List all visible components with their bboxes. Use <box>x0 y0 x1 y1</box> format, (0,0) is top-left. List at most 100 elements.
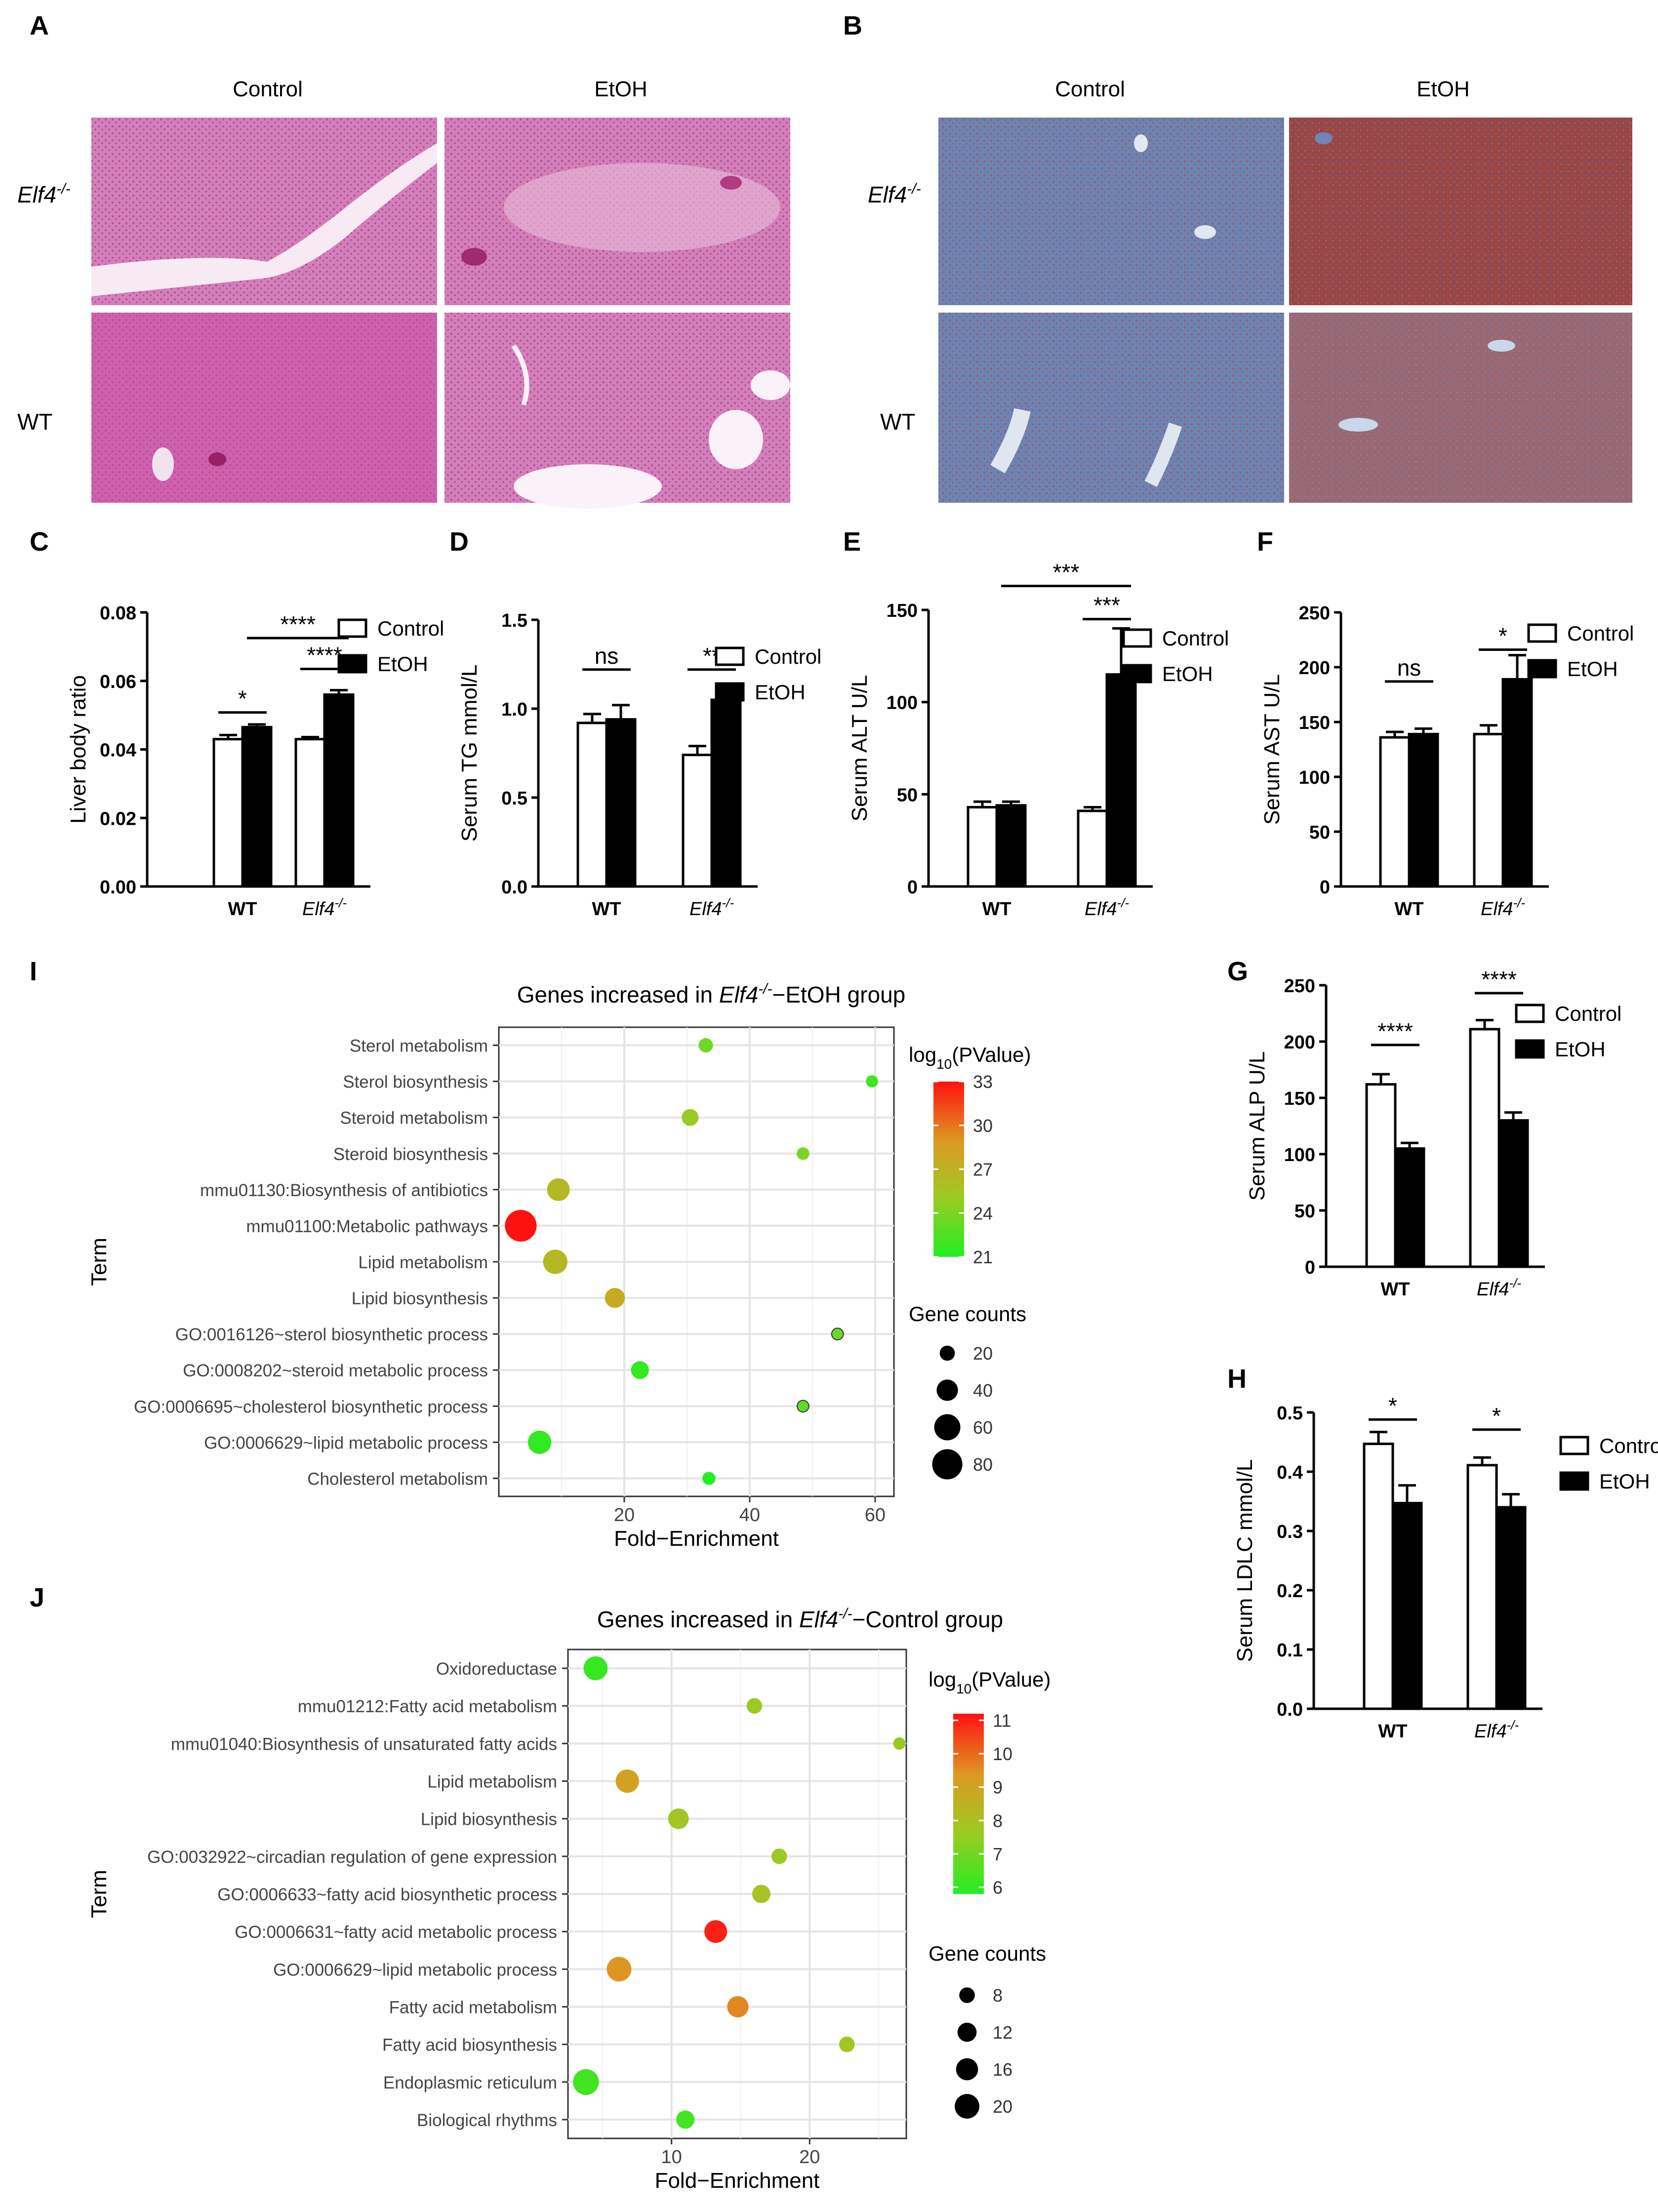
y-axis-title-f: Serum AST U/L <box>1260 674 1284 825</box>
bar-chart-g: 0 50 100 150 200 250 Serum ALP U/L WT Elf4-/- ***… <box>1245 966 1621 1300</box>
y-tick-label-c: 0.04 <box>100 740 136 761</box>
category-label: WT <box>1394 899 1423 920</box>
x-tick-label-h: Elf4-/- <box>1474 1718 1519 1742</box>
title-post: −Control group <box>852 1607 1004 1632</box>
dot-i-12 <box>702 1472 716 1485</box>
colorbar-tick-label-j: 10 <box>993 1744 1012 1764</box>
panel-label-d: D <box>449 527 469 557</box>
colorbar-title-j: log10(PValue) <box>929 1668 1051 1696</box>
y-tick-label-d: 1.0 <box>501 699 527 720</box>
dot-plot-j: 10 20 Oxidoreductase mmu01212:Fatty acid me… <box>87 1606 1051 2193</box>
significance-label-e: *** <box>1053 559 1080 585</box>
bar-e-control-1 <box>1077 809 1108 888</box>
category-label: WT <box>1378 1721 1407 1742</box>
dot-j-10 <box>839 2036 855 2052</box>
size-legend-label-i: 80 <box>973 1454 993 1475</box>
legend-swatch-etoh-f <box>1527 659 1557 679</box>
bar-c-etoh-1 <box>323 693 355 888</box>
colorbar-title-log: log <box>909 1043 936 1066</box>
term-label-j: GO:0006633~fatty acid biosynthetic proce… <box>217 1885 557 1904</box>
legend-label-control-f: Control <box>1567 622 1634 645</box>
x-tick-label-c: WT <box>228 899 257 920</box>
title-post: −EtOH group <box>772 982 905 1007</box>
x-tick-label-f: WT <box>1394 899 1423 920</box>
category-label: WT <box>1380 1279 1410 1300</box>
legend-label-etoh-d: EtOH <box>755 681 806 704</box>
dot-j-3 <box>615 1769 639 1793</box>
chart-title-j: Genes increased in Elf4-/-−Control group <box>597 1606 1003 1632</box>
histology-b-elf4-etoh <box>1289 118 1632 305</box>
x-tick-label-j: 10 <box>661 2147 682 2168</box>
category-sup: -/- <box>1513 895 1525 910</box>
colorbar-tick-label-j: 9 <box>993 1777 1003 1798</box>
y-tick-label-g: 150 <box>1284 1088 1315 1109</box>
term-label-i: mmu01100:Metabolic pathways <box>246 1217 488 1236</box>
dot-i-10 <box>797 1400 809 1413</box>
bar-g-control-1 <box>1469 1028 1500 1268</box>
y-tick-label-f: 0 <box>1320 877 1330 898</box>
legend-label-etoh-g: EtOH <box>1555 1038 1606 1061</box>
term-label-i: GO:0006629~lipid metabolic process <box>204 1433 488 1452</box>
bar-c-etoh-0 <box>241 725 273 888</box>
y-tick-label-d: 0.0 <box>501 877 527 898</box>
x-axis-title-j: Fold−Enrichment <box>655 2169 820 2193</box>
panel-label-e: E <box>843 527 861 557</box>
dot-i-8 <box>831 1327 844 1341</box>
legend-label-etoh-f: EtOH <box>1567 657 1618 681</box>
y-tick-label-f: 50 <box>1309 822 1330 843</box>
x-tick-label-i: 40 <box>739 1505 760 1526</box>
panel-label-j: J <box>30 1583 44 1612</box>
size-legend-title-i: Gene counts <box>909 1302 1026 1326</box>
panel-a-row-elf4: Elf4-/- <box>17 181 71 207</box>
histology-b-wt-etoh <box>1289 313 1632 503</box>
term-label-i: mmu01130:Biosynthesis of antibiotics <box>200 1181 488 1200</box>
significance-label-c: **** <box>280 611 316 637</box>
bar-h-etoh-1 <box>1495 1506 1527 1710</box>
size-legend-dot-i <box>939 1345 955 1361</box>
panel-label-c: C <box>30 527 49 557</box>
histology-a-wt-etoh <box>445 313 790 509</box>
term-label-j: Endoplasmic reticulum <box>383 2073 557 2092</box>
legend-label-etoh-h: EtOH <box>1599 1470 1650 1493</box>
y-tick-label-h: 0.1 <box>1277 1640 1303 1661</box>
size-legend-dot-j <box>959 1987 975 2003</box>
size-legend-label-i: 20 <box>973 1343 993 1364</box>
size-legend-dot-i <box>934 1414 961 1441</box>
histology-b-wt-control <box>938 313 1284 503</box>
x-tick-label-d: WT <box>592 899 621 920</box>
term-label-j: GO:0032922~circadian regulation of gene … <box>147 1848 557 1867</box>
term-label-i: GO:0016126~sterol biosynthetic process <box>175 1325 488 1344</box>
bar-e-control-0 <box>967 805 998 888</box>
term-label-j: Fatty acid metabolism <box>389 1998 557 2017</box>
legend-label-control-d: Control <box>755 645 821 668</box>
dot-i-7 <box>605 1287 625 1308</box>
dot-j-11 <box>573 2069 599 2095</box>
legend-label-control-g: Control <box>1555 1002 1621 1025</box>
legend-label-control-h: Control <box>1599 1434 1658 1457</box>
y-tick-label-g: 0 <box>1305 1257 1315 1278</box>
dot-j-0 <box>583 1656 608 1681</box>
legend-swatch-etoh-h <box>1559 1471 1589 1491</box>
term-label-j: mmu01212:Fatty acid metabolism <box>298 1697 557 1716</box>
category-sup: -/- <box>1509 1276 1521 1290</box>
colorbar-tick-label-i: 27 <box>973 1160 993 1180</box>
category-sup: -/- <box>1506 1718 1519 1732</box>
term-label-j: Fatty acid biosynthesis <box>382 2036 557 2055</box>
colorbar-title-suffix: (PValue) <box>952 1043 1031 1066</box>
bar-d-control-0 <box>576 722 608 888</box>
term-label-i: Sterol biosynthesis <box>343 1073 488 1092</box>
dot-j-2 <box>893 1737 906 1750</box>
y-axis-title-i: Term <box>87 1238 111 1286</box>
title-sup: -/- <box>758 981 772 997</box>
category-label: Elf4 <box>1477 1279 1509 1300</box>
dot-i-9 <box>631 1361 649 1379</box>
term-label-j: GO:0006629~lipid metabolic process <box>273 1960 557 1979</box>
panel-label-h: H <box>1227 1364 1247 1394</box>
y-tick-label-g: 50 <box>1294 1201 1315 1222</box>
legend-swatch-control-e <box>1122 628 1152 648</box>
legend-swatch-control-d <box>715 646 745 666</box>
significance-label-g: **** <box>1377 1018 1413 1044</box>
significance-label-d: ns <box>595 643 619 669</box>
size-legend-label-i: 60 <box>973 1417 993 1438</box>
